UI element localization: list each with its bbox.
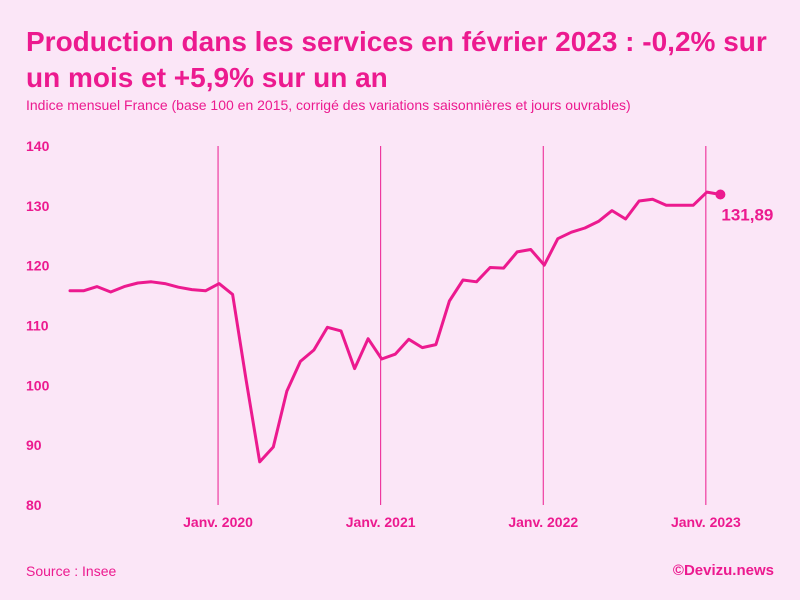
y-tick-label: 110 — [26, 318, 49, 334]
brand-credit: ©Devizu.news — [672, 562, 774, 579]
chart-subtitle: Indice mensuel France (base 100 en 2015,… — [26, 97, 631, 113]
y-tick-label: 130 — [26, 198, 50, 214]
x-tick-label: Janv. 2022 — [508, 514, 578, 530]
y-tick-label: 120 — [26, 258, 50, 274]
x-tick-label: Janv. 2023 — [671, 514, 741, 530]
last-value-label: 131,89 — [721, 206, 773, 225]
y-tick-label: 80 — [26, 497, 42, 513]
series-line — [68, 190, 722, 464]
x-tick-label: Janv. 2021 — [346, 514, 416, 530]
x-tick-label: Janv. 2020 — [183, 514, 253, 530]
chart-title: Production dans les services en février … — [26, 26, 767, 93]
y-tick-label: 100 — [26, 377, 50, 393]
y-tick-label: 140 — [26, 138, 50, 154]
last-point-marker — [715, 189, 726, 200]
y-tick-label: 90 — [26, 437, 42, 453]
source-note: Source : Insee — [26, 563, 117, 579]
